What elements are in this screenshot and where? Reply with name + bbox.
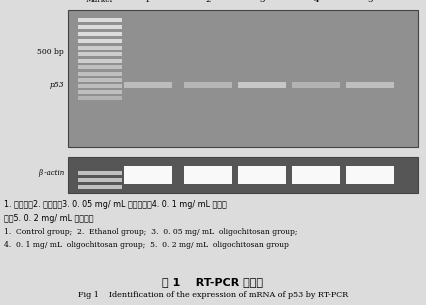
Bar: [78, 171, 122, 175]
Bar: [78, 96, 122, 100]
Bar: [78, 185, 122, 189]
Bar: [78, 90, 122, 94]
Bar: [78, 65, 122, 69]
Text: 5: 5: [366, 0, 372, 4]
Text: p53: p53: [49, 81, 64, 89]
Bar: [78, 25, 122, 29]
Text: 2: 2: [205, 0, 210, 4]
Text: 4: 4: [313, 0, 318, 4]
Bar: [237, 82, 285, 88]
Text: 500 bp: 500 bp: [37, 48, 64, 56]
Text: 1.  Control group;  2.  Ethanol group;  3.  0. 05 mg/ mL  oligochitosan group;: 1. Control group; 2. Ethanol group; 3. 0…: [4, 228, 297, 236]
Text: 组；5. 0. 2 mg/ mL 壳赛糖组: 组；5. 0. 2 mg/ mL 壳赛糖组: [4, 214, 93, 223]
Bar: [78, 39, 122, 43]
Text: 图 1    RT-PCR 电泳图: 图 1 RT-PCR 电泳图: [162, 277, 263, 287]
Bar: [78, 32, 122, 36]
Bar: [124, 166, 172, 184]
Bar: [78, 90, 122, 94]
Bar: [291, 166, 339, 184]
Bar: [78, 59, 122, 63]
Bar: [184, 82, 231, 88]
Bar: [78, 84, 122, 88]
Bar: [68, 10, 417, 147]
Text: Marker: Marker: [86, 0, 114, 4]
Bar: [345, 166, 393, 184]
Bar: [78, 52, 122, 56]
Bar: [78, 84, 122, 88]
Bar: [78, 72, 122, 76]
Bar: [78, 46, 122, 50]
Text: 1: 1: [145, 0, 150, 4]
Text: Fig 1    Identification of the expression of mRNA of p53 by RT-PCR: Fig 1 Identification of the expression o…: [78, 291, 347, 299]
Text: 3: 3: [259, 0, 264, 4]
Bar: [124, 82, 172, 88]
Bar: [345, 82, 393, 88]
Bar: [68, 157, 417, 193]
Bar: [237, 166, 285, 184]
Bar: [78, 178, 122, 182]
Bar: [184, 166, 231, 184]
Bar: [291, 82, 339, 88]
Text: 4.  0. 1 mg/ mL  oligochitosan group;  5.  0. 2 mg/ mL  oligochitosan group: 4. 0. 1 mg/ mL oligochitosan group; 5. 0…: [4, 241, 288, 249]
Bar: [78, 78, 122, 82]
Text: β -actin: β -actin: [37, 169, 64, 177]
Text: 1. 对照组；2. 乙醇组；3. 0. 05 mg/ mL 壳赛糖组；4. 0. 1 mg/ mL 壳赛糖: 1. 对照组；2. 乙醇组；3. 0. 05 mg/ mL 壳赛糖组；4. 0.…: [4, 200, 226, 209]
Bar: [78, 18, 122, 22]
